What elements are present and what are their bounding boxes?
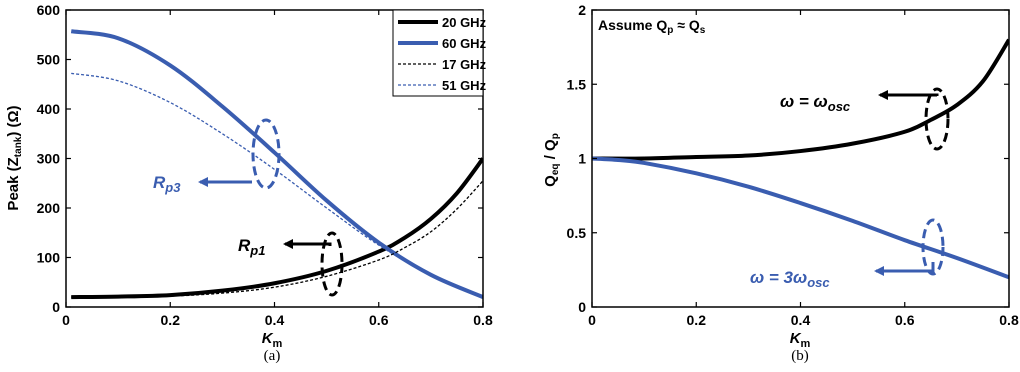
y-tick-label: 1 [578,151,586,167]
chart-b-ylabel: Qeq / Qp [542,133,561,187]
y-tick-label: 0.5 [567,225,587,241]
x-tick-label: 0.8 [999,312,1019,328]
series-line--3-osc [592,156,1009,280]
chart-a-ylabel: Peak (Ztank) (Ω) [5,105,24,210]
chart-a-ticks: 0 0.2 0.4 0.6 0.8 0 100 200 300 400 500 600 [37,2,493,328]
y-tick-label: 300 [37,151,61,167]
y-tick-label: 100 [37,250,61,266]
legend-label-51ghz: 51 GHz [442,78,487,93]
omega-3osc-arrow [874,262,935,276]
x-tick-label: 0.2 [687,312,707,328]
chart-a-xlabel: Km [262,330,283,350]
y-tick-label: 600 [37,2,61,18]
chart-b-xlabel: Km [790,330,811,350]
chart-a-series [70,29,483,300]
omega-osc-label: ω = ωosc [780,92,851,114]
chart-b-note: Assume Qp ≈ Qs [598,17,706,36]
series-line-60-ghz [70,29,483,299]
legend-label-60ghz: 60 GHz [442,36,487,51]
x-tick-label: 0.4 [265,312,285,328]
series-line-51-ghz [71,72,483,298]
legend-label-17ghz: 17 GHz [442,57,487,72]
y-tick-label: 1.5 [567,76,587,92]
legend-box [392,9,484,97]
x-tick-label: 0.2 [161,312,181,328]
x-tick-label: 0.4 [791,312,811,328]
chart-b-frame [591,9,1010,308]
x-tick-label: 0.6 [895,312,915,328]
chart-a-frame [65,9,484,308]
legend-label-20ghz: 20 GHz [442,15,487,30]
series-line-20-ghz [71,157,483,300]
y-tick-label: 2 [578,2,586,18]
series-line-17-ghz [71,180,483,298]
rp1-ellipse [320,231,344,297]
y-tick-label: 0 [578,299,586,315]
rp3-label: Rp3 [153,173,181,195]
omega-3osc-label: ω = 3ωosc [750,268,830,290]
annotation-omega-3osc: ω = 3ωosc [750,218,945,290]
x-tick-label: 0 [588,312,596,328]
chart-b-series [592,38,1009,280]
series-line--osc [592,38,1009,161]
annotation-rp1: Rp1 [238,231,344,297]
omega-osc-ellipse [924,87,950,151]
y-tick-label: 400 [37,101,61,117]
x-tick-label: 0.8 [473,312,493,328]
rp3-ellipse [251,118,281,190]
rp1-arrow [283,239,332,249]
y-tick-label: 200 [37,200,61,216]
annotation-rp3: Rp3 [153,118,281,195]
omega-3osc-ellipse [921,218,945,276]
omega-osc-arrow [878,90,939,100]
rp1-label: Rp1 [238,236,265,258]
chart-a: 0 0.2 0.4 0.6 0.8 0 100 200 300 400 500 600 Peak (Z… [5,2,493,364]
x-tick-label: 0.6 [369,312,389,328]
chart-b-ticks: 0 0.2 0.4 0.6 0.8 0 0.5 1 1.5 2 [567,2,1019,328]
y-tick-label: 500 [37,52,61,68]
chart-b-caption: (b) [791,348,809,364]
chart-b: 0 0.2 0.4 0.6 0.8 0 0.5 1 1.5 2 Qeq / Qp Km (b) A… [542,2,1019,364]
chart-a-caption: (a) [264,348,281,364]
annotation-omega-osc: ω = ωosc [780,87,950,151]
chart-a-legend: 20 GHz 60 GHz 17 GHz 51 GHz [392,9,487,97]
y-tick-label: 0 [52,299,60,315]
x-tick-label: 0 [62,312,70,328]
